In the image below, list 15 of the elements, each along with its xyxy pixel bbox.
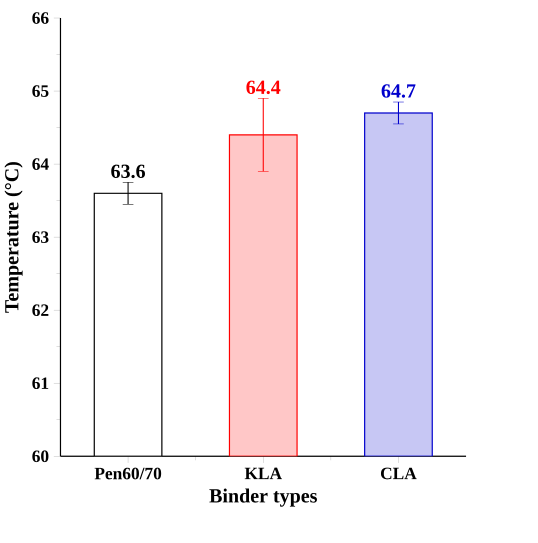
data-label: 64.7 xyxy=(381,84,416,98)
data-label: 64.4 xyxy=(246,80,280,94)
y-tick-label: 64 xyxy=(32,158,49,170)
data-label: 63.6 xyxy=(111,164,145,178)
y-axis-title: Temperature (°C) xyxy=(4,162,22,313)
y-tick-label: 65 xyxy=(32,85,48,97)
y-tick-label: 60 xyxy=(32,450,48,462)
y-tick-label: 63 xyxy=(32,231,48,243)
x-tick-label: Pen60/70 xyxy=(94,468,161,480)
y-tick-label: 66 xyxy=(32,12,48,24)
y-tick-label: 62 xyxy=(32,304,48,316)
y-tick-label: 61 xyxy=(32,377,48,390)
x-axis-title: Binder types xyxy=(209,488,317,507)
x-tick-label: KLA xyxy=(244,468,282,480)
x-tick-label: CLA xyxy=(380,468,416,480)
